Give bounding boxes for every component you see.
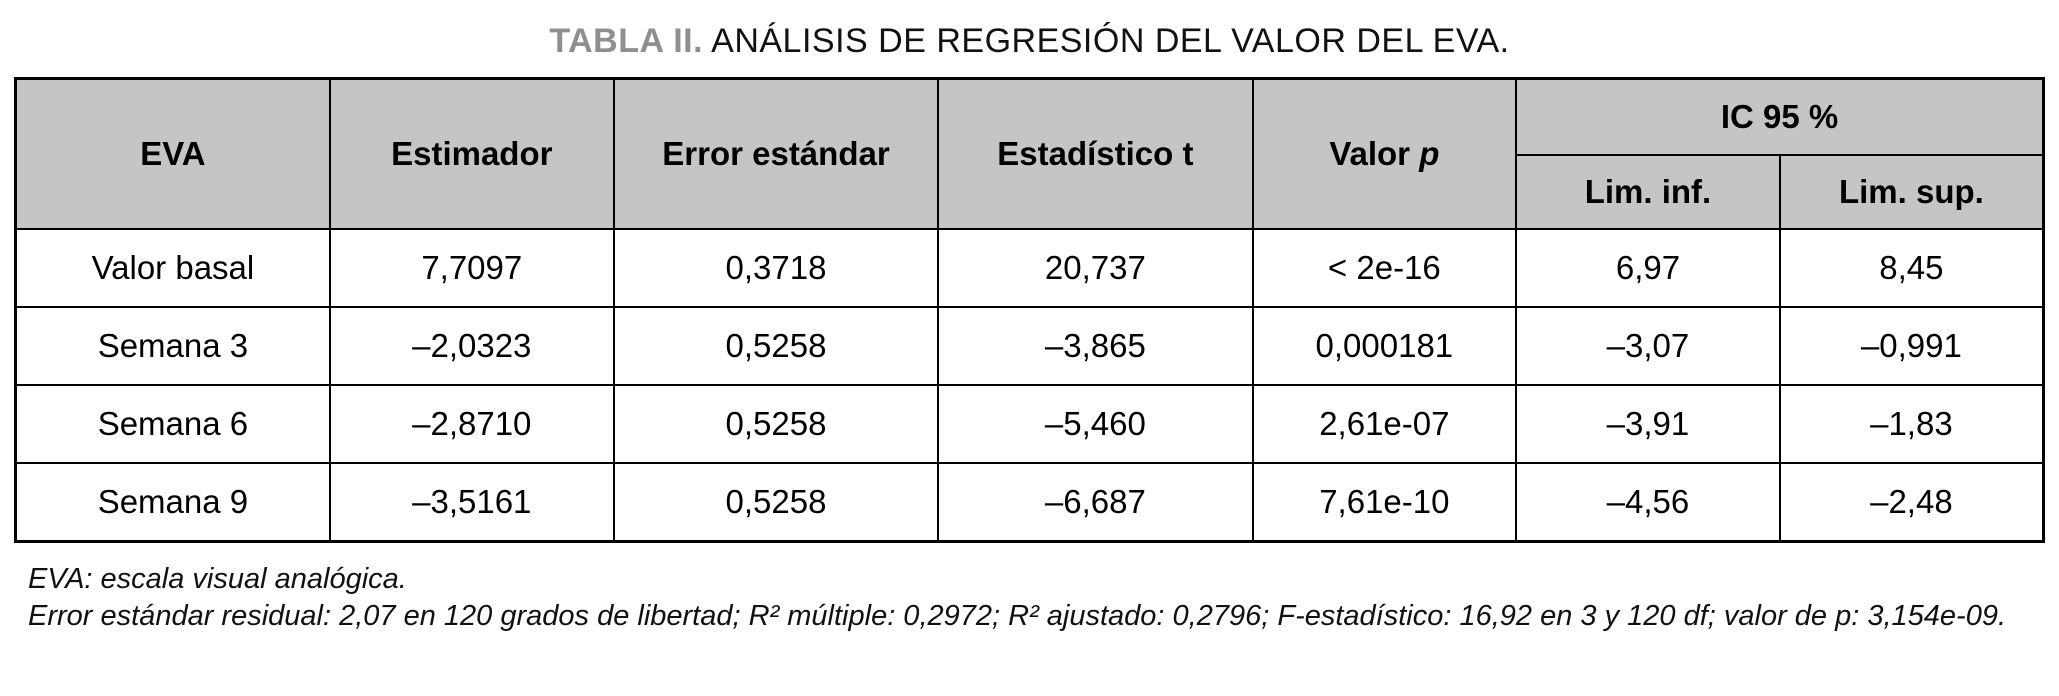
cell-lim-inf: –3,07	[1515, 306, 1781, 386]
table-title-tag: TABLA II.	[549, 22, 704, 60]
cell-lim-sup: –1,83	[1778, 384, 2045, 464]
footnote-line1: EVA: escala visual analógica.	[28, 563, 407, 595]
cell-eva: Semana 9	[14, 462, 331, 543]
cell-t: –3,865	[937, 306, 1254, 386]
table-row: Semana 6 –2,8710 0,5258 –5,460 2,61e-07 …	[14, 384, 2045, 464]
header-estadistico-t: Estadístico t	[937, 77, 1254, 230]
header-eva: EVA	[14, 77, 331, 230]
cell-lim-sup: –0,991	[1778, 306, 2045, 386]
cell-t: 20,737	[937, 228, 1254, 308]
header-valor-p-symbol: p	[1419, 135, 1440, 172]
cell-eva: Semana 3	[14, 306, 331, 386]
cell-lim-inf: 6,97	[1515, 228, 1781, 308]
cell-estimador: –2,0323	[328, 306, 615, 386]
table-row: Valor basal 7,7097 0,3718 20,737 < 2e-16…	[14, 228, 2045, 308]
cell-lim-inf: –4,56	[1515, 462, 1781, 543]
cell-error: 0,5258	[612, 462, 940, 543]
header-valor-p: Valor p	[1251, 77, 1518, 230]
table-title: TABLA II. ANÁLISIS DE REGRESIÓN DEL VALO…	[14, 22, 2045, 61]
cell-estimador: –2,8710	[328, 384, 615, 464]
cell-lim-inf: –3,91	[1515, 384, 1781, 464]
table-footnotes: EVA: escala visual analógica. Error está…	[14, 561, 2028, 635]
header-estimador: Estimador	[328, 77, 615, 230]
cell-eva: Valor basal	[14, 228, 331, 308]
header-error-estandar: Error estándar	[612, 77, 940, 230]
header-valor-p-prefix: Valor	[1329, 135, 1420, 172]
cell-estimador: –3,5161	[328, 462, 615, 543]
regression-table: EVA Estimador Error estándar Estadístico…	[14, 77, 2045, 543]
cell-lim-sup: –2,48	[1778, 462, 2045, 543]
header-lim-inf: Lim. inf.	[1515, 154, 1781, 230]
cell-p: 7,61e-10	[1251, 462, 1518, 543]
cell-eva: Semana 6	[14, 384, 331, 464]
table-row: Semana 9 –3,5161 0,5258 –6,687 7,61e-10 …	[14, 462, 2045, 543]
cell-error: 0,5258	[612, 384, 940, 464]
cell-t: –5,460	[937, 384, 1254, 464]
cell-p: 0,000181	[1251, 306, 1518, 386]
table-row: Semana 3 –2,0323 0,5258 –3,865 0,000181 …	[14, 306, 2045, 386]
cell-p: 2,61e-07	[1251, 384, 1518, 464]
cell-error: 0,3718	[612, 228, 940, 308]
table-title-text: ANÁLISIS DE REGRESIÓN DEL VALOR DEL EVA.	[703, 22, 1510, 60]
header-row-sub: Lim. inf. Lim. sup.	[16, 154, 2045, 230]
header-row-main: EVA Estimador Error estándar Estadístico…	[14, 77, 2045, 230]
cell-estimador: 7,7097	[328, 228, 615, 308]
cell-p: < 2e-16	[1251, 228, 1518, 308]
header-ic95: IC 95 %	[1515, 77, 2045, 156]
header-lim-sup: Lim. sup.	[1778, 154, 2045, 230]
cell-lim-sup: 8,45	[1778, 228, 2045, 308]
cell-t: –6,687	[937, 462, 1254, 543]
cell-error: 0,5258	[612, 306, 940, 386]
footnote-line2: Error estándar residual: 2,07 en 120 gra…	[28, 600, 2007, 632]
